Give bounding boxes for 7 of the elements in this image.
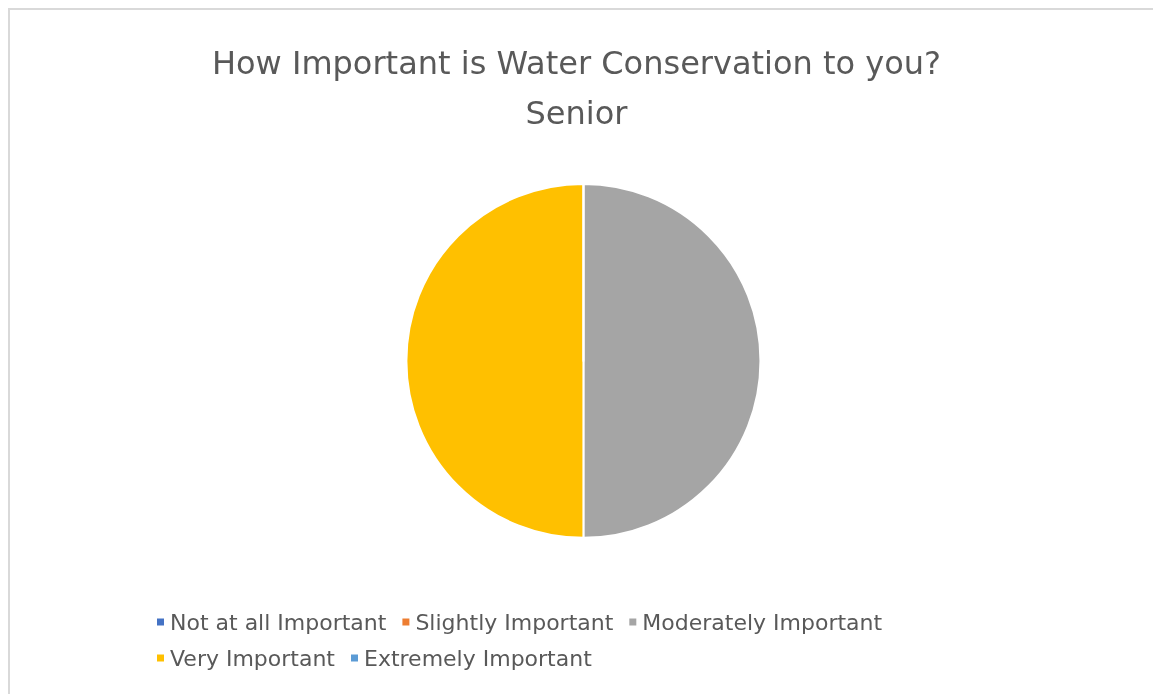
legend-label: Extremely Important xyxy=(364,645,593,671)
legend-label: Moderately Important xyxy=(642,609,883,635)
legend-label: Slightly Important xyxy=(415,609,614,635)
chart-subtitle: Senior xyxy=(525,94,629,132)
chart-title: How Important is Water Conservation to you? xyxy=(211,44,942,82)
legend-label: Not at all Important xyxy=(170,609,387,635)
legend-label: Very Important xyxy=(170,645,336,671)
